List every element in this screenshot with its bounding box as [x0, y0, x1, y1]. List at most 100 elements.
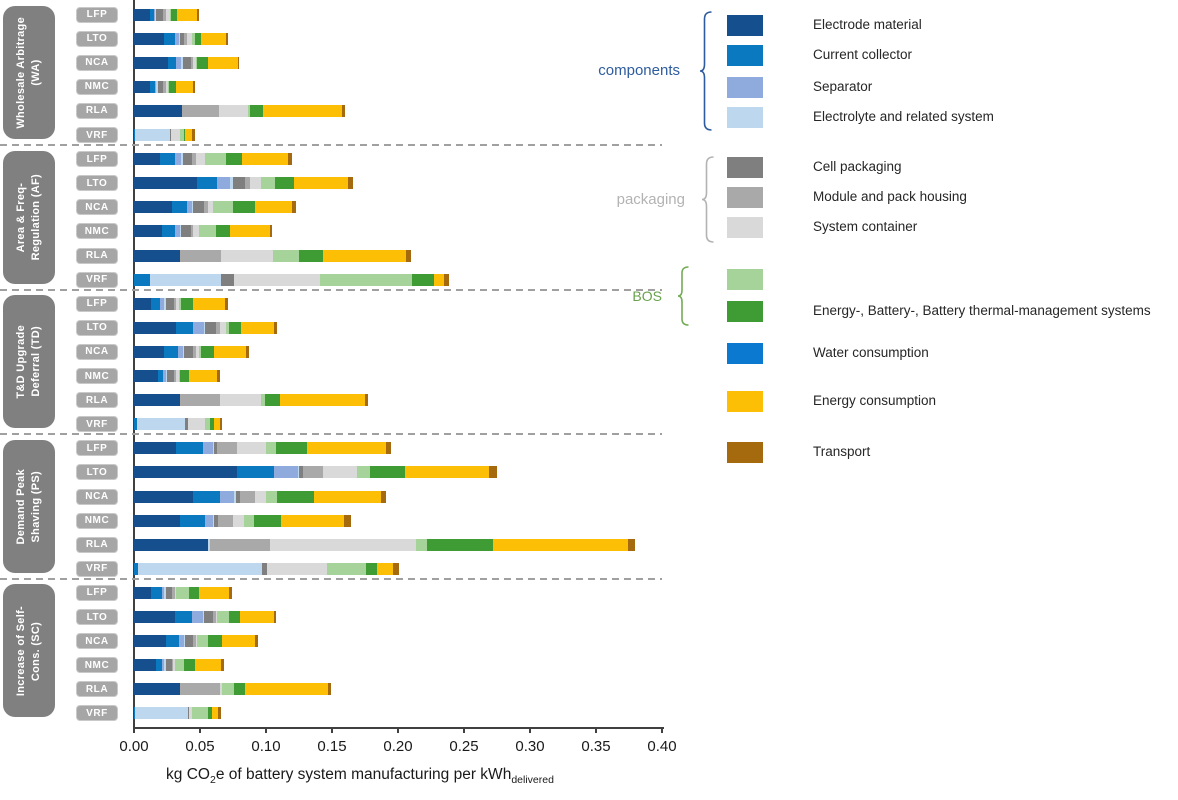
- legend-swatch-ely: [727, 107, 763, 128]
- bar-segment-tr: [220, 659, 224, 672]
- battery-badge-nca: NCA: [76, 488, 118, 505]
- bar-segment-ely: [164, 297, 166, 310]
- bar-segment-cc: [174, 611, 193, 623]
- bar-segment-tr: [224, 297, 228, 310]
- stacked-bar-vrf: [134, 129, 195, 141]
- bar-segment-sc: [255, 490, 266, 503]
- bar-segment-en: [194, 659, 221, 672]
- bar-segment-bosl: [205, 153, 227, 166]
- bar-segment-cc: [134, 707, 136, 720]
- bar-segment-ely: [164, 586, 166, 599]
- bar-segment-tr: [255, 635, 258, 648]
- stacked-bar-rla: [134, 538, 636, 551]
- bar-segment-bosd: [229, 321, 241, 334]
- bar-segment-ely: [184, 635, 186, 648]
- bar-segment-bosl: [197, 635, 208, 648]
- bar-segment-bosd: [412, 273, 434, 286]
- bar-segment-tr: [238, 56, 240, 69]
- battery-badge-vrf: VRF: [76, 416, 118, 433]
- bar-segment-bosl: [192, 32, 195, 45]
- legend-swatch-cp: [727, 157, 763, 178]
- bar-segment-sep: [202, 442, 214, 455]
- legend: components packaging BOS Electrode mater…: [540, 0, 1178, 520]
- packaging-bracket: [701, 156, 714, 243]
- bar-segment-cc: [134, 129, 136, 141]
- bar-segment-bosl: [180, 129, 185, 141]
- bar-segment-ely: [181, 153, 183, 166]
- bar-segment-tr: [392, 562, 400, 575]
- bar-segment-en: [214, 418, 220, 431]
- bar-segment-bosd: [226, 153, 243, 166]
- stacked-bar-lto: [134, 611, 277, 623]
- stacked-bar-lfp: [134, 153, 293, 166]
- bar-segment-bosd: [234, 683, 245, 696]
- battery-badge-lfp: LFP: [76, 151, 118, 168]
- bar-segment-bosd: [254, 514, 281, 527]
- battery-badge-nmc: NMC: [76, 78, 118, 95]
- bar-segment-em: [134, 177, 198, 190]
- bar-segment-em: [134, 297, 152, 310]
- bar-segment-mh: [172, 586, 175, 599]
- bar-segment-sc: [234, 273, 321, 286]
- stacked-bar-lfp: [134, 8, 199, 21]
- bar-segment-ely: [182, 345, 185, 358]
- bar-segment-sc: [269, 538, 417, 551]
- bar-segment-sc: [193, 56, 196, 69]
- bar-segment-cc: [168, 56, 177, 69]
- bar-segment-em: [134, 201, 173, 214]
- bar-segment-mh: [213, 611, 216, 623]
- bar-segment-em: [134, 321, 177, 334]
- bar-segment-ely: [213, 442, 215, 455]
- stacked-bar-vrf: [134, 273, 450, 286]
- bar-segment-tr: [364, 394, 368, 407]
- bar-segment-em: [134, 394, 181, 407]
- bar-segment-bosl: [247, 104, 251, 117]
- stacked-bar-nca: [134, 201, 297, 214]
- bar-segment-bosd: [264, 394, 281, 407]
- bar-segment-en: [230, 225, 270, 238]
- bar-segment-cp: [165, 586, 173, 599]
- bar-segment-em: [134, 345, 165, 358]
- bar-segment-sc: [195, 635, 198, 648]
- stacked-bar-rla: [134, 104, 346, 117]
- bar-segment-bosd: [215, 225, 231, 238]
- bar-segment-en: [211, 707, 219, 720]
- bar-segment-cc: [172, 201, 187, 214]
- stacked-bar-lfp: [134, 586, 232, 599]
- bar-segment-cc: [176, 442, 203, 455]
- group-label-line: Demand Peak: [15, 468, 28, 545]
- bar-segment-sc: [215, 611, 218, 623]
- bar-segment-sc: [165, 8, 170, 21]
- stacked-bar-lto: [134, 321, 277, 334]
- bar-segment-sc: [165, 80, 169, 93]
- bar-segment-bosd: [210, 418, 215, 431]
- group-separator-line: [0, 433, 662, 436]
- bar-segment-tr: [380, 490, 387, 503]
- battery-badge-nca: NCA: [76, 54, 118, 71]
- battery-badge-rla: RLA: [76, 536, 118, 553]
- bar-segment-cc: [151, 297, 161, 310]
- bar-segment-ely: [155, 8, 157, 21]
- bar-segment-mh: [173, 297, 177, 310]
- stacked-bar-nmc: [134, 80, 195, 93]
- bar-segment-sep: [274, 466, 298, 479]
- bar-segment-en: [242, 153, 289, 166]
- stacked-bar-rla: [134, 683, 331, 696]
- battery-badge-lto: LTO: [76, 30, 118, 47]
- group-label: T&D Upgrade Deferral (TD): [14, 325, 44, 399]
- legend-label-ely: Electrolyte and related system: [813, 109, 994, 124]
- bar-segment-en: [280, 514, 344, 527]
- bar-segment-bosl: [320, 273, 413, 286]
- group-label: Wholesale Arbitrage (WA): [14, 17, 44, 129]
- bar-segment-en: [280, 394, 365, 407]
- battery-badge-nmc: NMC: [76, 368, 118, 384]
- bar-segment-cp: [185, 635, 194, 648]
- bar-segment-tr: [288, 153, 293, 166]
- bar-segment-ely: [180, 225, 182, 238]
- group-label-line: Cons. (SC): [30, 621, 42, 681]
- bar-segment-em: [134, 586, 152, 599]
- stacked-bar-lto: [134, 32, 228, 45]
- bar-segment-tr: [273, 321, 277, 334]
- bar-segment-sc: [207, 201, 214, 214]
- x-tick-label: 0.20: [383, 738, 413, 755]
